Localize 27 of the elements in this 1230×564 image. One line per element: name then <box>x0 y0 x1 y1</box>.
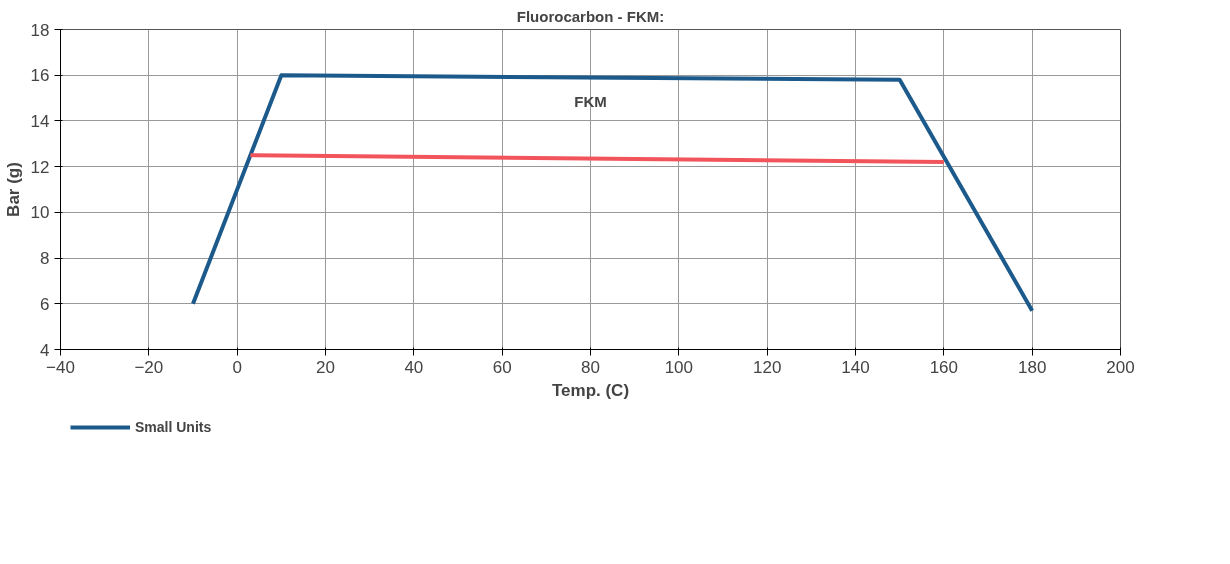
y-tick-label: 18 <box>30 20 50 40</box>
legend-label: Small Units <box>135 419 212 435</box>
x-tick-label: 80 <box>581 357 600 377</box>
x-tick-label: 120 <box>752 357 782 377</box>
x-tick-label: −20 <box>134 357 164 377</box>
x-tick-label: 160 <box>929 357 959 377</box>
y-tick-label: 12 <box>30 157 50 177</box>
x-tick-label: 60 <box>492 357 512 377</box>
y-tick-label: 4 <box>40 340 50 360</box>
y-tick-label: 8 <box>40 249 50 269</box>
y-tick-label: 6 <box>40 294 50 314</box>
x-tick-label: 200 <box>1106 357 1135 377</box>
x-tick-label: 0 <box>232 357 242 377</box>
x-tick-label: 100 <box>664 357 694 377</box>
x-tick-label: 20 <box>316 357 335 377</box>
chart-title: Fluorocarbon - FKM: <box>516 7 665 25</box>
annotation: FKM <box>574 92 607 110</box>
x-tick-label: 180 <box>1017 357 1047 377</box>
y-tick-label: 16 <box>30 66 50 86</box>
y-axis-title: Bar (g) <box>3 162 23 217</box>
x-tick-label: −40 <box>46 357 75 377</box>
x-axis-title: Temp. (C) <box>551 380 630 400</box>
y-tick-label: 14 <box>30 111 50 131</box>
x-tick-label: 40 <box>404 357 424 377</box>
y-tick-label: 10 <box>30 203 50 223</box>
line-series <box>191 73 1035 313</box>
x-tick-label: 140 <box>841 357 870 377</box>
